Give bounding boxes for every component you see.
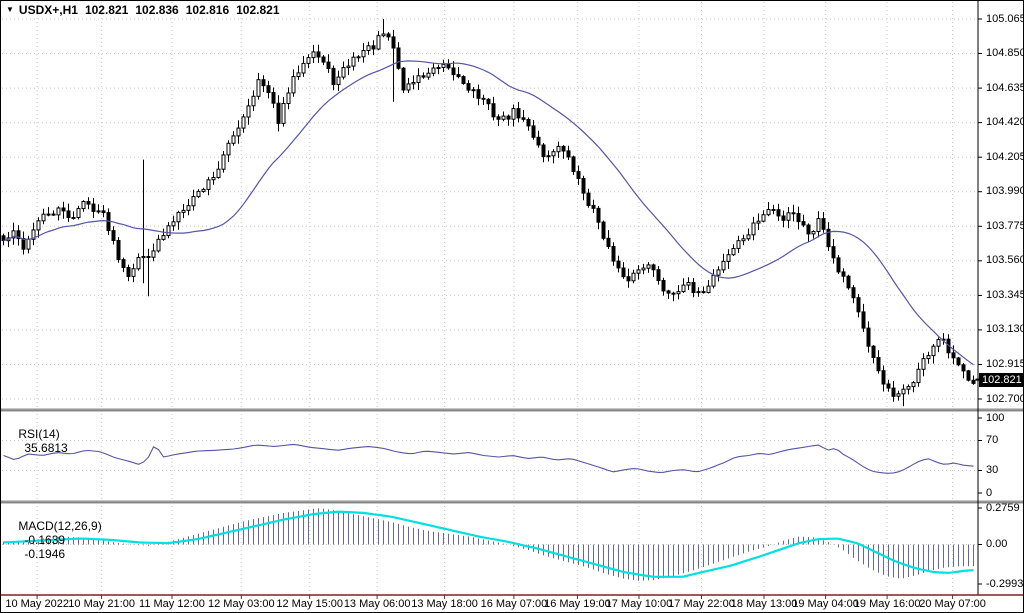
rsi-axis-label: 30 [986,464,999,476]
macd-axis-label: 0.2759 [986,501,1020,514]
rsi-axis-label: 100 [986,411,1005,424]
macd-name-label: MACD(12,26,9) [18,519,102,533]
price-axis[interactable]: 105.065 104.850 104.635 104.420 104.205 103.9… [978,1,1024,595]
grid-lines [2,2,978,595]
rsi-header: RSI(14) 35.6813 [5,413,68,469]
rsi-line [3,443,974,474]
sep-main-rsi[interactable] [1,408,1024,412]
macd-signal-line [3,510,974,578]
macd-main-value: -0.1639 [24,533,66,547]
time-axis-label: 16 May 19:00 [544,598,611,610]
time-axis-label: 10 May 21:00 [68,598,135,610]
price-axis-label: 103.560 [986,254,1024,267]
rsi-name-label: RSI(14) [18,427,60,441]
quote-high: 102.836 [135,3,179,17]
time-axis-label: 18 May 13:00 [730,598,798,610]
time-axis-label: 16 May 07:00 [480,598,548,610]
moving-average-line [3,60,974,366]
time-axis-label: 12 May 15:00 [276,598,344,610]
candlesticks-layer [1,19,976,407]
price-axis-label: 103.345 [986,288,1024,301]
time-axis-label: 17 May 22:00 [668,598,735,610]
price-axis-label: 105.065 [986,12,1024,25]
price-axis-label: 104.850 [986,47,1024,60]
symbol-ohlc-header: ▼ USDX+,H1 102.821 102.836 102.816 102.8… [6,3,280,17]
current-price-box: 102.821 [979,372,1023,387]
price-axis-label: 103.130 [986,323,1024,336]
macd-axis-label: -0.2993 [986,577,1024,590]
price-axis-label: 104.420 [986,116,1024,129]
time-axis-label: 19 May 16:00 [853,598,921,610]
macd-histogram [3,508,974,581]
price-axis-label: 102.700 [986,392,1024,405]
macd-header: MACD(12,26,9) -0.1639 -0.1946 [5,505,102,575]
price-axis-label: 104.635 [986,81,1024,94]
time-axis-label: 19 May 04:00 [792,598,859,610]
collapse-indicator-icon[interactable]: ▼ [6,5,14,14]
quote-low: 102.816 [185,3,230,17]
quote-close: 102.821 [236,3,280,17]
axis-ticks [36,18,982,599]
symbol-timeframe-label: USDX+,H1 [18,3,78,17]
time-axis-label: 12 May 03:00 [208,598,275,610]
price-axis-label: 104.205 [986,150,1024,163]
rsi-axis-label: 70 [986,434,999,446]
time-axis-label: 20 May 07:00 [919,598,986,610]
price-axis-label: 103.990 [986,185,1024,198]
time-axis-label: 17 May 10:00 [605,598,673,610]
rsi-axis-label: 0 [986,486,993,499]
price-axis-label: 103.775 [986,219,1024,232]
sep-rsi-macd[interactable] [1,500,1024,504]
time-axis[interactable]: 10 May 2022 10 May 21:00 11 May 12:00 12 Ma… [1,596,1023,612]
price-axis-label: 102.915 [986,357,1024,370]
rsi-value: 35.6813 [24,441,68,455]
macd-signal-value: -0.1946 [24,547,66,561]
quote-open: 102.821 [84,3,129,17]
time-axis-label: 13 May 06:00 [343,598,411,610]
time-axis-label: 10 May 2022 [5,598,69,610]
time-axis-label: 13 May 18:00 [411,598,478,610]
macd-axis-label: 0.00 [986,537,1008,550]
time-axis-label: 11 May 12:00 [139,598,205,610]
